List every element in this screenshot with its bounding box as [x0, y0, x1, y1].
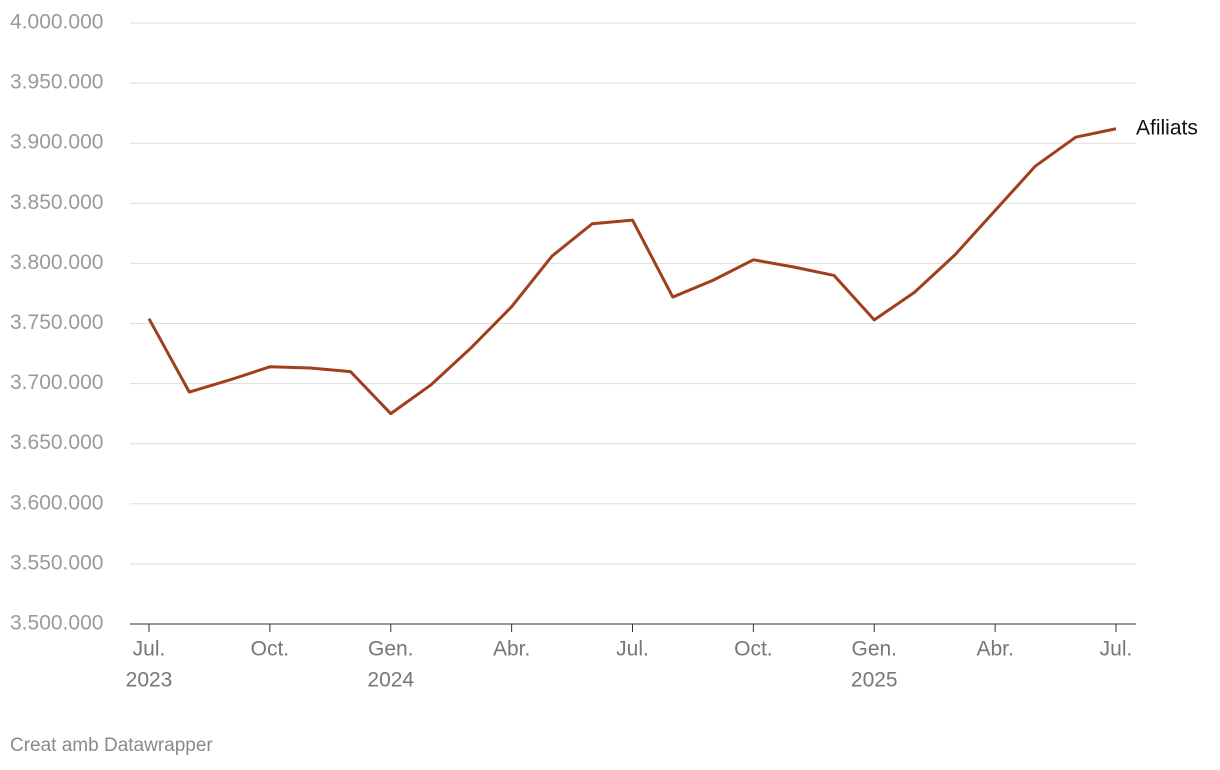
- x-tick-label: Abr.: [976, 638, 1013, 661]
- x-tick-label: Oct.: [734, 638, 773, 661]
- x-tick-year: 2025: [851, 669, 898, 692]
- footer: Creat amb Datawrapper: [10, 735, 213, 756]
- y-tick-label: 3.850.000: [10, 191, 103, 214]
- line: [147, 127, 1117, 416]
- y-tick-label: 3.550.000: [10, 551, 103, 574]
- x-tick-label: Jul.: [616, 638, 649, 661]
- x-tick-year: 2023: [126, 669, 173, 692]
- y-tick-label: 3.650.000: [10, 431, 103, 454]
- y-tick-label: 3.600.000: [10, 491, 103, 514]
- y-tick-label: 3.750.000: [10, 311, 103, 334]
- x-tick-year: 2024: [367, 669, 414, 692]
- series-label: Afiliats: [1136, 116, 1198, 139]
- x-tick-label: Gen.: [851, 638, 897, 661]
- y-tick-label: 3.700.000: [10, 371, 103, 394]
- x-tick-label: Oct.: [251, 638, 290, 661]
- y-tick-label: 3.500.000: [10, 612, 103, 635]
- x-tick-label: Abr.: [493, 638, 530, 661]
- x-tick-label: Gen.: [368, 638, 414, 661]
- x-tick-label: Jul.: [1100, 638, 1133, 661]
- y-tick-label: 3.900.000: [10, 131, 103, 154]
- y-tick-label: 3.800.000: [10, 251, 103, 274]
- y-tick-label: 3.950.000: [10, 71, 103, 94]
- x-tick-label: Jul.: [133, 638, 166, 661]
- y-tick-label: 4.000.000: [10, 11, 103, 34]
